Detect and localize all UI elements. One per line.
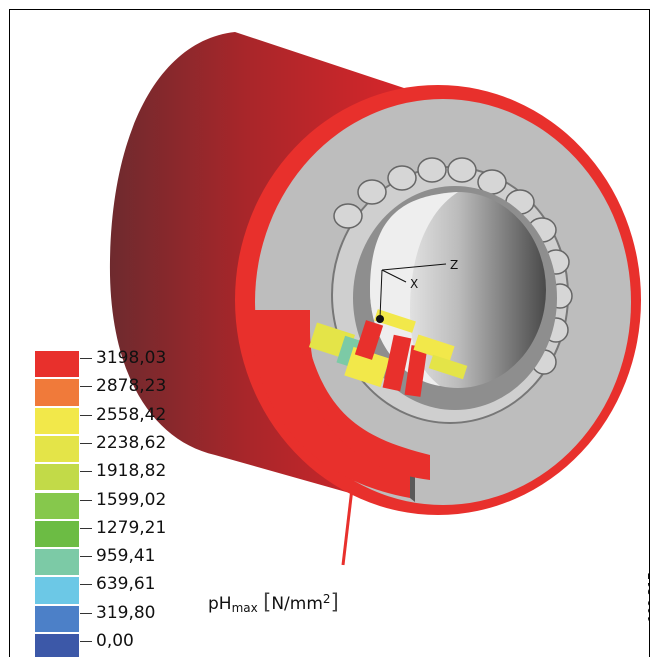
quantity-symbol: pH	[208, 594, 232, 614]
legend-value: 639,61	[96, 574, 156, 595]
figure-id: 109 317	[646, 572, 650, 622]
legend-value: 1918,82	[96, 461, 167, 482]
origin-dot	[376, 315, 384, 323]
legend-value: 3198,03	[96, 348, 167, 368]
legend-tick	[80, 584, 92, 586]
legend-tick	[80, 358, 92, 359]
legend-tick	[80, 556, 92, 558]
unit-open-bracket: [	[263, 590, 272, 614]
quantity-subscript: max	[231, 601, 258, 615]
coordinate-axes	[379, 263, 447, 319]
legend-swatch	[34, 463, 80, 492]
legend-value: 1599,02	[96, 489, 167, 510]
legend-swatch	[34, 378, 80, 407]
legend-value: 1279,21	[96, 517, 167, 538]
legend-swatch	[34, 548, 80, 577]
legend-value: 2558,42	[96, 404, 167, 425]
legend-tick	[80, 527, 92, 529]
legend-value: 319,80	[96, 602, 156, 623]
legend-swatch	[34, 406, 80, 435]
figure-frame: Z X 3198,03 2878,23 2558,42 2238,62 1918,82 1…	[9, 9, 650, 657]
unit-close-bracket: ]	[330, 590, 339, 614]
legend-swatch	[34, 491, 80, 520]
axis-label-z: Z	[450, 258, 458, 272]
bore-depth	[370, 192, 458, 386]
loaded-rollers	[308, 309, 468, 397]
legend-value: 959,41	[96, 546, 156, 567]
legend-swatch	[34, 604, 80, 633]
unit-text: N/mm	[271, 594, 323, 614]
axis-label-x: X	[410, 277, 418, 291]
quantity-label: pHmax [N/mm2]	[208, 590, 339, 615]
legend-tick	[80, 612, 92, 614]
rollers	[333, 157, 573, 375]
load-vector	[341, 479, 355, 566]
legend-value: 2238,62	[96, 432, 167, 453]
legend-value: 2878,23	[96, 376, 167, 397]
legend-tick	[80, 499, 92, 501]
unit-exponent: 2	[322, 592, 331, 606]
legend-tick	[80, 442, 92, 444]
bearing-3d-model: Z X	[109, 32, 641, 566]
legend-tick	[80, 641, 92, 642]
legend-swatch	[34, 633, 80, 657]
legend-value: 0,00	[96, 631, 134, 651]
legend-swatch	[34, 576, 80, 605]
legend-swatch	[34, 434, 80, 464]
legend-swatch	[34, 350, 80, 379]
legend-swatch	[34, 519, 80, 549]
legend-tick	[80, 386, 92, 388]
lower-flange	[302, 350, 430, 480]
legend-tick	[80, 414, 92, 416]
legend-tick	[80, 471, 92, 473]
